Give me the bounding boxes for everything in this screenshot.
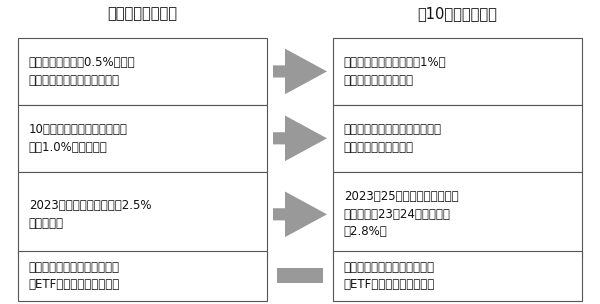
- Text: マイナス金利や上場投資信託
（ETF）の買い入れは維持: マイナス金利や上場投資信託 （ETF）の買い入れは維持: [29, 261, 120, 291]
- FancyBboxPatch shape: [18, 105, 267, 172]
- Text: 長期金利の上限のめどを1%と
し、一定の上昇を容認: 長期金利の上限のめどを1%と し、一定の上昇を容認: [344, 56, 446, 87]
- Text: 2023～25年度の物価見通しを
上方修正。23・24年度上昇率
は2.8%に: 2023～25年度の物価見通しを 上方修正。23・24年度上昇率 は2.8%に: [344, 190, 458, 238]
- FancyBboxPatch shape: [18, 172, 267, 257]
- Text: 2023年度の物価見通しを2.5%
に引き上げ: 2023年度の物価見通しを2.5% に引き上げ: [29, 199, 151, 230]
- FancyBboxPatch shape: [18, 38, 267, 105]
- Text: 10年物国債の指値オペの利回
りを1.0%に引き上げ: 10年物国債の指値オペの利回 りを1.0%に引き上げ: [29, 123, 128, 154]
- Text: 指値オペの利回りを金利実勢な
どを踏まえて適宜決定: 指値オペの利回りを金利実勢な どを踏まえて適宜決定: [344, 123, 442, 154]
- Text: 長期金利の上限は0.5%程度を
「めど」に一定の上昇を容認: 長期金利の上限は0.5%程度を 「めど」に一定の上昇を容認: [29, 56, 136, 87]
- Text: 【７月決定内容】: 【７月決定内容】: [107, 6, 178, 21]
- FancyBboxPatch shape: [333, 172, 582, 257]
- FancyBboxPatch shape: [18, 251, 267, 301]
- Polygon shape: [273, 49, 327, 94]
- Text: 【10月決定内容】: 【10月決定内容】: [418, 6, 497, 21]
- FancyBboxPatch shape: [333, 38, 582, 105]
- Bar: [277, 275, 323, 283]
- FancyBboxPatch shape: [333, 105, 582, 172]
- Polygon shape: [273, 192, 327, 237]
- FancyBboxPatch shape: [333, 251, 582, 301]
- Text: マイナス金利や上場投資信託
（ETF）の買い入れは維持: マイナス金利や上場投資信託 （ETF）の買い入れは維持: [344, 261, 435, 291]
- Bar: [277, 268, 323, 277]
- Polygon shape: [273, 116, 327, 161]
